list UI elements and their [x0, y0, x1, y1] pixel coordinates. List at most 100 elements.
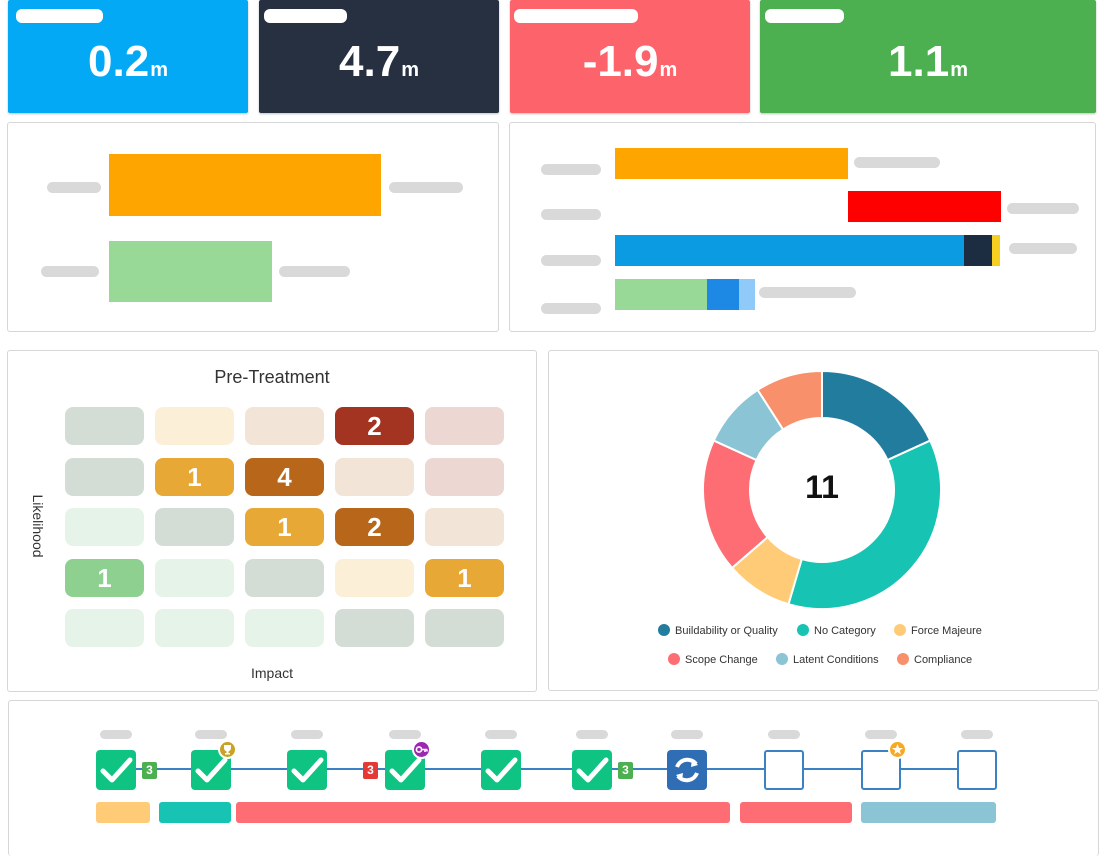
- checkmark-icon: [389, 757, 422, 783]
- bar-label-placeholder: [41, 266, 99, 277]
- milestone-label-placeholder: [671, 730, 703, 739]
- matrix-cell[interactable]: 1: [425, 558, 504, 597]
- kpi-card-3: -1.9m: [510, 0, 750, 113]
- bar-value-placeholder: [389, 182, 463, 193]
- matrix-cell[interactable]: [335, 457, 414, 496]
- legend-item[interactable]: Buildability or Quality: [658, 624, 778, 638]
- matrix-cell[interactable]: 2: [335, 508, 414, 546]
- matrix-cell[interactable]: 1: [65, 558, 144, 597]
- donut-chart: [702, 369, 942, 610]
- milestone-complete[interactable]: [287, 750, 327, 790]
- legend-dot: [894, 624, 906, 636]
- kpi-title-placeholder: [16, 9, 103, 23]
- trophy-icon: [218, 740, 237, 759]
- bar-segment[interactable]: [992, 235, 1000, 266]
- legend-item[interactable]: Force Majeure: [894, 624, 982, 638]
- checkmark-icon: [576, 757, 609, 783]
- matrix-cell[interactable]: [155, 558, 234, 597]
- matrix-cell[interactable]: [425, 609, 504, 647]
- milestone-label-placeholder: [961, 730, 993, 739]
- milestone-complete[interactable]: [96, 750, 136, 790]
- legend-dot: [658, 624, 670, 636]
- donut-slice-no-category[interactable]: [787, 439, 942, 610]
- bar-segment[interactable]: [739, 279, 755, 310]
- matrix-cell[interactable]: [65, 508, 144, 546]
- milestone-label-placeholder: [389, 730, 421, 739]
- legend-item[interactable]: Latent Conditions: [776, 653, 879, 667]
- bar-value-placeholder: [854, 157, 940, 168]
- donut-slice-compliance[interactable]: [756, 369, 823, 431]
- matrix-cell[interactable]: [65, 609, 144, 647]
- milestone-label-placeholder: [485, 730, 517, 739]
- legend-item[interactable]: No Category: [797, 624, 876, 638]
- kpi-card-4: 1.1m: [760, 0, 1096, 113]
- matrix-cell[interactable]: 1: [155, 457, 234, 496]
- bar-segment[interactable]: [615, 279, 707, 310]
- matrix-cell[interactable]: 2: [335, 407, 414, 445]
- matrix-cell[interactable]: 4: [245, 457, 324, 496]
- kpi-card-2: 4.7m: [259, 0, 499, 113]
- sync-icon: [675, 757, 699, 783]
- phase-bar[interactable]: [159, 802, 231, 823]
- bar-label-placeholder: [541, 255, 601, 266]
- phase-bar[interactable]: [96, 802, 150, 823]
- phase-bar[interactable]: [236, 802, 730, 823]
- checkmark-icon: [195, 757, 228, 783]
- matrix-cell[interactable]: [425, 457, 504, 496]
- matrix-cell[interactable]: 1: [245, 508, 324, 546]
- bar-segment[interactable]: [707, 279, 739, 310]
- bar-segment[interactable]: [615, 235, 964, 266]
- matrix-cell[interactable]: [245, 609, 324, 647]
- phase-bar[interactable]: [861, 802, 996, 823]
- matrix-title: Pre-Treatment: [214, 367, 330, 387]
- milestone-count-badge: 3: [618, 762, 633, 779]
- bar[interactable]: [109, 154, 381, 216]
- matrix-cell[interactable]: [155, 609, 234, 647]
- bar-segment[interactable]: [964, 235, 992, 266]
- legend-item[interactable]: Compliance: [897, 653, 972, 667]
- milestone-count-badge: 3: [142, 762, 157, 779]
- bar[interactable]: [109, 241, 272, 302]
- kpi-card-1: 0.2m: [8, 0, 248, 113]
- matrix-cell[interactable]: [245, 558, 324, 597]
- checkmark-icon: [291, 757, 324, 783]
- milestone-label-placeholder: [291, 730, 323, 739]
- matrix-cell[interactable]: [335, 558, 414, 597]
- milestone-label-placeholder: [195, 730, 227, 739]
- bar-value-placeholder: [279, 266, 350, 277]
- star-icon: [888, 740, 907, 759]
- phase-bar[interactable]: [740, 802, 852, 823]
- legend-dot: [897, 653, 909, 665]
- bar-value-placeholder: [759, 287, 856, 298]
- milestone-complete[interactable]: [572, 750, 612, 790]
- donut-panel: 11 Buildability or Quality No Category F…: [548, 350, 1099, 691]
- matrix-cell[interactable]: [335, 609, 414, 647]
- milestone-count-badge: 3: [363, 762, 378, 779]
- timeline-connector: [116, 768, 976, 770]
- legend-dot: [797, 624, 809, 636]
- matrix-cell[interactable]: [65, 457, 144, 496]
- milestone-pending[interactable]: [764, 750, 804, 790]
- kpi-title-placeholder: [264, 9, 347, 23]
- milestone-label-placeholder: [100, 730, 132, 739]
- matrix-cell[interactable]: [155, 407, 234, 445]
- matrix-cell[interactable]: [425, 407, 504, 445]
- milestone-complete[interactable]: [481, 750, 521, 790]
- milestone-label-placeholder: [865, 730, 897, 739]
- matrix-cell[interactable]: [245, 407, 324, 445]
- matrix-cell[interactable]: [65, 407, 144, 445]
- matrix-cell[interactable]: [155, 508, 234, 546]
- kpi-value: -1.9m: [582, 37, 678, 86]
- milestone-label-placeholder: [768, 730, 800, 739]
- milestone-pending[interactable]: [957, 750, 997, 790]
- bar[interactable]: [848, 191, 1001, 222]
- milestone-in-progress[interactable]: [667, 750, 707, 790]
- legend-item[interactable]: Scope Change: [668, 653, 758, 667]
- matrix-cell[interactable]: [425, 508, 504, 546]
- bar-label-placeholder: [541, 303, 601, 314]
- bar[interactable]: [615, 148, 848, 179]
- matrix-x-label: Impact: [250, 665, 293, 681]
